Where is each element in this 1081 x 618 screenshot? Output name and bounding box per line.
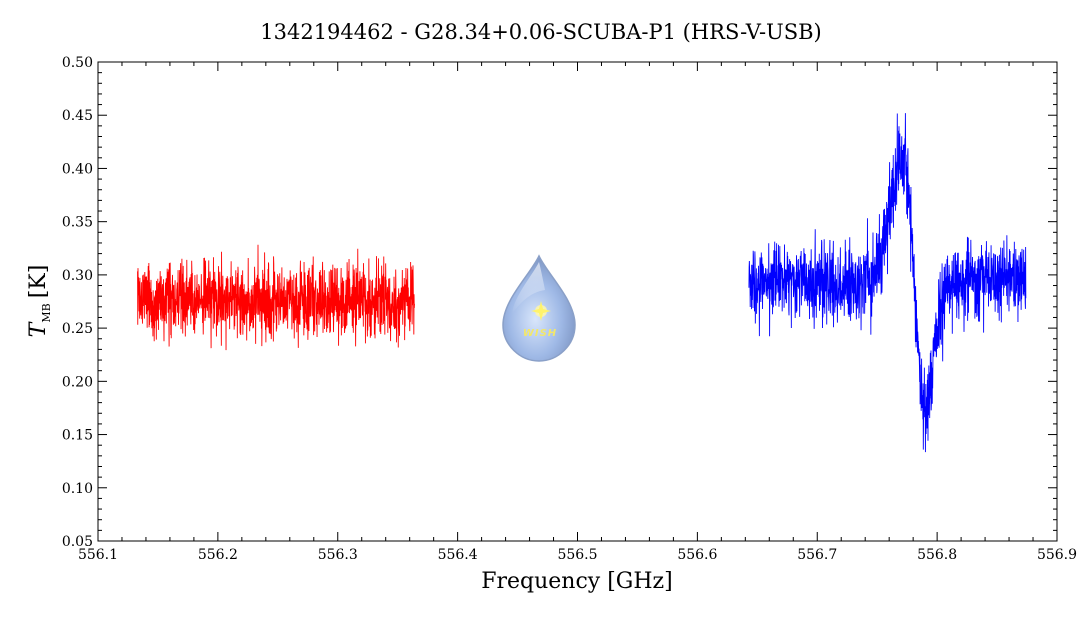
star-icon	[531, 301, 551, 321]
logo-text: WISH	[523, 328, 557, 339]
series-line-2	[748, 113, 1027, 453]
y-tick-label: 0.20	[62, 374, 93, 390]
x-tick-label: 556.9	[1037, 547, 1077, 563]
y-tick-label: 0.45	[62, 108, 93, 124]
x-tick-label: 556.4	[438, 547, 478, 563]
chart-title: 1342194462 - G28.34+0.06-SCUBA-P1 (HRS-V…	[260, 20, 822, 44]
y-axis-label-subscript: MB	[40, 303, 53, 322]
y-tick-label: 0.40	[62, 161, 93, 177]
y-tick-label: 0.35	[62, 215, 93, 231]
x-tick-label: 556.8	[917, 547, 957, 563]
y-axis-label: TMB [K]	[26, 265, 53, 338]
y-tick-label: 0.15	[62, 428, 93, 444]
series-layer	[137, 113, 1027, 453]
y-tick-label: 0.25	[62, 321, 93, 337]
x-axis-label: Frequency [GHz]	[481, 569, 673, 594]
x-tick-label: 556.1	[78, 547, 118, 563]
y-tick-label: 0.05	[62, 534, 93, 550]
wish-logo: WISH	[502, 254, 576, 362]
x-tick-label: 556.6	[677, 547, 717, 563]
tick-labels-layer: 556.1 556.2 556.3 556.4 556.5 556.6 556.7 556.8…	[62, 55, 1077, 563]
x-tick-label: 556.5	[557, 547, 597, 563]
y-tick-label: 0.10	[62, 481, 93, 497]
series-line-1	[137, 244, 415, 351]
y-tick-label: 0.50	[62, 55, 93, 71]
y-tick-label: 0.30	[62, 268, 93, 284]
ticks-layer	[97, 61, 1058, 542]
y-axis-label-unit: [K]	[26, 265, 51, 299]
y-axis-label-symbol: T	[26, 320, 51, 337]
x-tick-label: 556.2	[198, 547, 238, 563]
x-tick-label: 556.7	[797, 547, 837, 563]
x-tick-label: 556.3	[318, 547, 358, 563]
